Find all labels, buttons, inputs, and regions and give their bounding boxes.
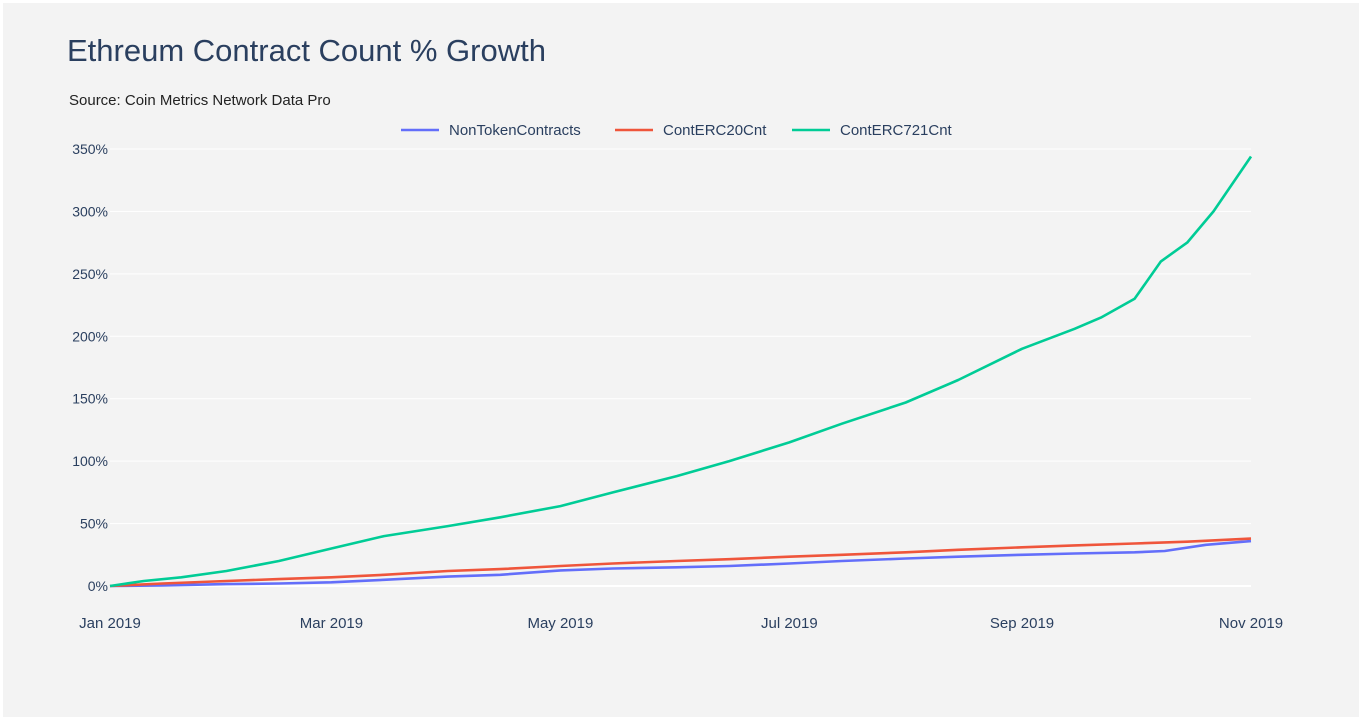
series-line-ContERC721Cnt <box>109 155 1253 588</box>
legend-label-ContERC20Cnt: ContERC20Cnt <box>663 122 767 139</box>
chart-subtitle: Source: Coin Metrics Network Data Pro <box>69 92 331 109</box>
x-tick-label: May 2019 <box>527 615 593 632</box>
legend-label-NonTokenContracts: NonTokenContracts <box>449 122 581 139</box>
chart-card: Ethreum Contract Count % Growth Source: … <box>3 3 1359 717</box>
x-tick-label: Mar 2019 <box>300 615 363 632</box>
y-tick-label: 300% <box>72 203 108 219</box>
y-tick-label: 350% <box>72 141 108 157</box>
y-tick-label: 0% <box>88 578 108 594</box>
y-tick-label: 200% <box>72 328 108 344</box>
y-tick-label: 150% <box>72 391 108 407</box>
x-tick-label: Jan 2019 <box>79 615 141 632</box>
y-tick-label: 250% <box>72 266 108 282</box>
line-chart: 0% 50% 100% 150% 200% 250% 300% 350% Jan 2019 Mar… <box>72 122 1283 632</box>
chart-title: Ethreum Contract Count % Growth <box>67 33 546 68</box>
y-tick-label: 100% <box>72 453 108 469</box>
series-line-ContERC20Cnt <box>109 537 1252 588</box>
legend-label-ContERC721Cnt: ContERC721Cnt <box>840 122 953 139</box>
x-tick-label: Nov 2019 <box>1219 615 1283 632</box>
y-tick-label: 50% <box>80 516 108 532</box>
x-tick-label: Sep 2019 <box>990 615 1054 632</box>
x-tick-label: Jul 2019 <box>761 615 818 632</box>
series-line-NonTokenContracts <box>109 539 1252 588</box>
